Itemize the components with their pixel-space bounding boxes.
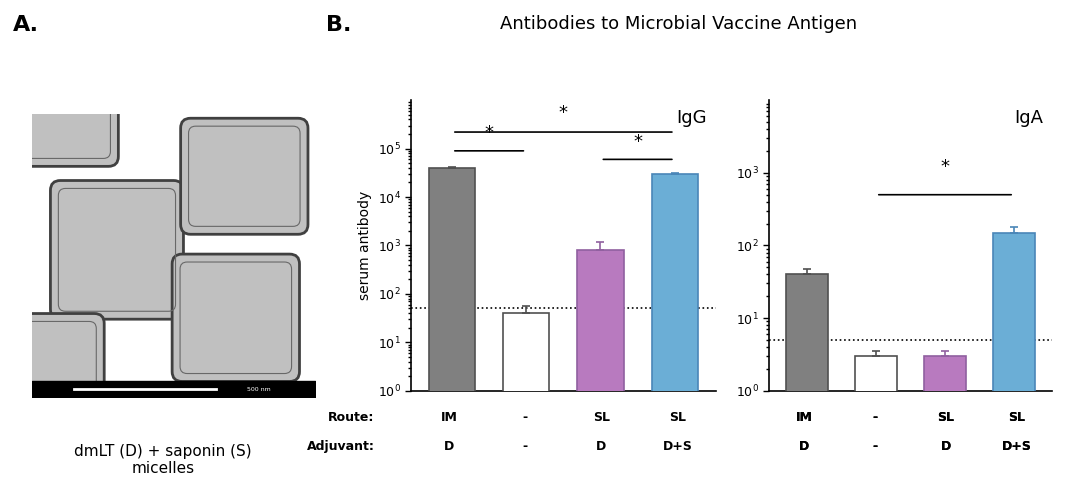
- Y-axis label: serum antibody: serum antibody: [358, 191, 372, 300]
- Text: Route:: Route:: [328, 411, 375, 424]
- Text: Antibodies to Microbial Vaccine Antigen: Antibodies to Microbial Vaccine Antigen: [500, 15, 857, 33]
- Text: D+S: D+S: [1002, 440, 1032, 453]
- Text: D: D: [799, 440, 810, 453]
- Text: *: *: [559, 104, 568, 122]
- Text: SL: SL: [1008, 411, 1025, 424]
- Text: -: -: [873, 440, 878, 453]
- Text: -: -: [873, 411, 878, 424]
- Text: D: D: [799, 440, 810, 453]
- Text: Adjuvant:: Adjuvant:: [307, 440, 375, 453]
- Text: IgA: IgA: [1015, 109, 1043, 127]
- Bar: [854, 356, 897, 501]
- FancyBboxPatch shape: [5, 314, 105, 413]
- Text: -: -: [873, 411, 878, 424]
- Text: D+S: D+S: [1002, 440, 1032, 453]
- Text: D: D: [941, 440, 951, 453]
- Bar: [578, 250, 624, 501]
- Text: SL: SL: [1008, 411, 1025, 424]
- Text: D+S: D+S: [662, 440, 692, 453]
- FancyBboxPatch shape: [14, 90, 119, 166]
- Bar: [992, 232, 1035, 501]
- Text: -: -: [522, 411, 528, 424]
- Text: 500 nm: 500 nm: [247, 387, 270, 392]
- Text: SL: SL: [938, 411, 955, 424]
- Text: SL: SL: [938, 411, 955, 424]
- FancyBboxPatch shape: [50, 180, 184, 319]
- Text: IM: IM: [796, 411, 813, 424]
- FancyBboxPatch shape: [180, 118, 308, 234]
- Text: IM: IM: [796, 411, 813, 424]
- Text: IgG: IgG: [676, 109, 706, 127]
- Bar: [924, 356, 967, 501]
- Text: SL: SL: [669, 411, 686, 424]
- Text: D: D: [444, 440, 454, 453]
- Text: B.: B.: [326, 15, 351, 35]
- Bar: [786, 275, 829, 501]
- Bar: [429, 168, 475, 501]
- Text: D: D: [941, 440, 951, 453]
- Text: A.: A.: [13, 15, 40, 35]
- Bar: [651, 174, 697, 501]
- Text: -: -: [522, 440, 528, 453]
- Bar: [503, 313, 549, 501]
- Text: D: D: [596, 440, 607, 453]
- Text: *: *: [485, 124, 493, 142]
- FancyBboxPatch shape: [172, 254, 299, 381]
- Text: *: *: [633, 133, 642, 151]
- Text: -: -: [873, 440, 878, 453]
- Text: dmLT (D) + saponin (S)
micelles: dmLT (D) + saponin (S) micelles: [74, 443, 252, 476]
- Text: IM: IM: [441, 411, 458, 424]
- Text: SL: SL: [593, 411, 610, 424]
- Text: *: *: [941, 158, 949, 176]
